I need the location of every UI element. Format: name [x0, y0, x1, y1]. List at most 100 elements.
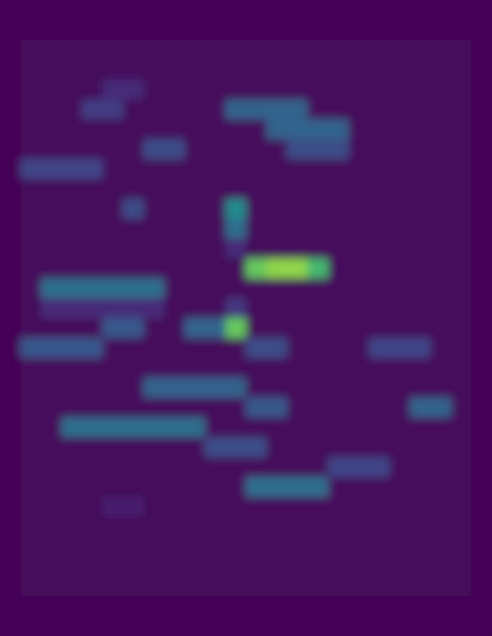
- cell: [390, 318, 411, 338]
- cell: [431, 576, 452, 596]
- cell: [0, 417, 21, 437]
- cell: [328, 537, 349, 557]
- cell: [267, 20, 288, 40]
- cell: [472, 60, 492, 80]
- cell: [308, 179, 329, 199]
- cell: [410, 199, 431, 219]
- cell: [308, 378, 329, 398]
- cell: [123, 99, 144, 119]
- cell: [410, 318, 431, 338]
- cell: [123, 596, 144, 616]
- cell: [103, 557, 124, 577]
- cell: [205, 139, 226, 159]
- cell: [390, 219, 411, 239]
- cell: [410, 139, 431, 159]
- cell: [349, 417, 370, 437]
- cell: [21, 576, 42, 596]
- cell: [267, 616, 288, 636]
- cell: [451, 417, 472, 437]
- cell: [205, 298, 226, 318]
- cell: [451, 318, 472, 338]
- cell: [164, 278, 185, 298]
- cell: [205, 477, 226, 497]
- cell: [267, 437, 288, 457]
- cell: [123, 199, 144, 219]
- cell: [185, 318, 206, 338]
- cell: [451, 378, 472, 398]
- cell: [123, 497, 144, 517]
- cell: [164, 199, 185, 219]
- cell: [205, 457, 226, 477]
- cell: [0, 537, 21, 557]
- cell: [390, 80, 411, 100]
- cell: [431, 596, 452, 616]
- cell: [246, 477, 267, 497]
- cell: [0, 318, 21, 338]
- cell: [431, 60, 452, 80]
- cell: [226, 596, 247, 616]
- cell: [451, 477, 472, 497]
- cell: [451, 278, 472, 298]
- cell: [144, 378, 165, 398]
- cell: [62, 99, 83, 119]
- cell: [62, 437, 83, 457]
- cell: [472, 20, 492, 40]
- cell: [82, 398, 103, 418]
- cell: [308, 596, 329, 616]
- cell: [41, 517, 62, 537]
- cell: [287, 358, 308, 378]
- cell: [103, 199, 124, 219]
- cell: [472, 457, 492, 477]
- cell: [472, 239, 492, 259]
- cell: [123, 239, 144, 259]
- cell: [41, 497, 62, 517]
- cell: [164, 139, 185, 159]
- cell: [369, 20, 390, 40]
- cell: [62, 179, 83, 199]
- cell: [246, 398, 267, 418]
- cell: [82, 417, 103, 437]
- cell: [82, 0, 103, 20]
- cell: [287, 40, 308, 60]
- cell: [451, 40, 472, 60]
- cell: [0, 258, 21, 278]
- cell: [185, 278, 206, 298]
- cell: [164, 258, 185, 278]
- cell: [328, 596, 349, 616]
- cell: [369, 298, 390, 318]
- cell: [308, 358, 329, 378]
- cell: [390, 358, 411, 378]
- cell: [164, 179, 185, 199]
- cell: [472, 378, 492, 398]
- cell: [62, 139, 83, 159]
- heatmap: [0, 0, 492, 636]
- cell: [287, 80, 308, 100]
- cell: [62, 298, 83, 318]
- cell: [472, 80, 492, 100]
- cell: [205, 199, 226, 219]
- cell: [287, 378, 308, 398]
- cell: [103, 20, 124, 40]
- cell: [123, 477, 144, 497]
- cell: [267, 497, 288, 517]
- cell: [267, 298, 288, 318]
- cell: [41, 20, 62, 40]
- cell: [21, 40, 42, 60]
- cell: [246, 616, 267, 636]
- cell: [390, 398, 411, 418]
- cell: [41, 258, 62, 278]
- cell: [390, 517, 411, 537]
- cell: [431, 298, 452, 318]
- cell: [62, 517, 83, 537]
- cell: [164, 596, 185, 616]
- cell: [21, 119, 42, 139]
- cell: [328, 398, 349, 418]
- cell: [472, 139, 492, 159]
- cell: [246, 378, 267, 398]
- cell: [205, 40, 226, 60]
- cell: [185, 199, 206, 219]
- cell: [246, 318, 267, 338]
- cell: [328, 298, 349, 318]
- cell: [226, 576, 247, 596]
- cell: [431, 139, 452, 159]
